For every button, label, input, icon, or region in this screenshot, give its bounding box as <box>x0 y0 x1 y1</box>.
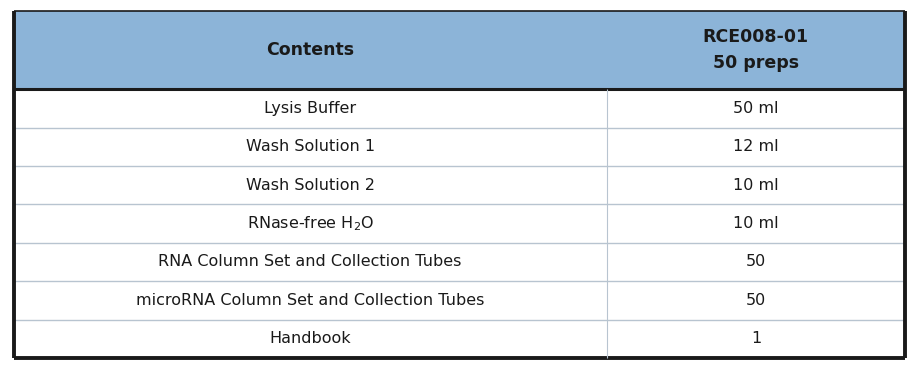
Bar <box>14 281 905 320</box>
Text: 10 ml: 10 ml <box>733 177 778 193</box>
Text: RCE008-01
50 preps: RCE008-01 50 preps <box>703 28 809 72</box>
Text: Handbook: Handbook <box>269 331 351 346</box>
Bar <box>14 243 905 281</box>
Bar <box>14 204 905 243</box>
Text: Lysis Buffer: Lysis Buffer <box>264 101 357 116</box>
Text: microRNA Column Set and Collection Tubes: microRNA Column Set and Collection Tubes <box>136 293 484 308</box>
Text: 50: 50 <box>746 293 766 308</box>
Text: 50 ml: 50 ml <box>733 101 778 116</box>
Text: Contents: Contents <box>267 41 354 59</box>
Bar <box>14 89 905 128</box>
Text: 1: 1 <box>751 331 761 346</box>
Bar <box>14 11 905 89</box>
Bar <box>14 166 905 204</box>
Text: 50: 50 <box>746 254 766 269</box>
Text: RNA Column Set and Collection Tubes: RNA Column Set and Collection Tubes <box>158 254 462 269</box>
Bar <box>14 320 905 358</box>
Text: 10 ml: 10 ml <box>733 216 778 231</box>
Text: Wash Solution 2: Wash Solution 2 <box>245 177 375 193</box>
Text: RNase-free H$_2$O: RNase-free H$_2$O <box>246 214 374 233</box>
Bar <box>14 128 905 166</box>
Text: Wash Solution 1: Wash Solution 1 <box>245 139 375 154</box>
Text: 12 ml: 12 ml <box>733 139 778 154</box>
